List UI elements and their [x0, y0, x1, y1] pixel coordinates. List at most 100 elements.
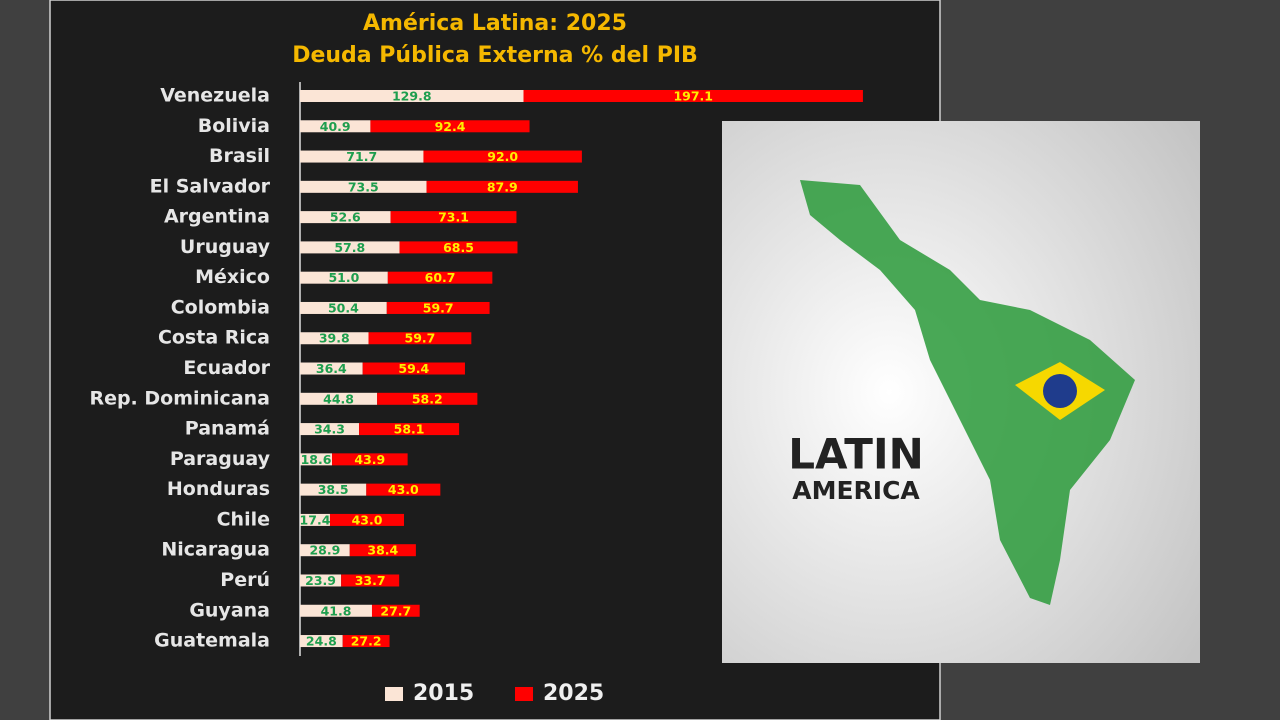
- bar-segment: [300, 392, 378, 405]
- category-label: Ecuador: [183, 357, 270, 379]
- bar-segment: [300, 90, 524, 102]
- bar-segment: [300, 150, 424, 163]
- category-label: Rep. Dominicana: [89, 387, 270, 409]
- legend-swatch: [515, 687, 533, 701]
- category-label: Perú: [220, 569, 270, 591]
- category-label: Panamá: [185, 418, 270, 440]
- value-label: 92.0: [487, 149, 518, 164]
- category-label: Honduras: [167, 478, 270, 500]
- legend-swatch: [385, 687, 403, 701]
- bar-segment: [300, 635, 343, 648]
- map-image: LATIN AMERICA: [722, 121, 1200, 663]
- bar-segment: [390, 211, 517, 224]
- value-label: 27.2: [351, 634, 382, 649]
- category-label: Costa Rica: [158, 327, 270, 349]
- bar-segment: [387, 271, 493, 284]
- value-label: 58.2: [412, 391, 443, 406]
- value-label: 34.3: [314, 422, 345, 437]
- bar-segment: [300, 180, 427, 193]
- value-label: 38.5: [318, 482, 349, 497]
- value-label: 36.4: [316, 361, 347, 376]
- bar-segment: [300, 301, 387, 314]
- bar-segment: [300, 211, 391, 224]
- bar-segment: [300, 271, 388, 284]
- bar-segment: [370, 120, 530, 133]
- bar-segment: [300, 604, 372, 617]
- value-label: 44.8: [323, 391, 354, 406]
- bar-segment: [300, 453, 333, 466]
- value-label: 129.8: [392, 89, 432, 104]
- bar-segment: [371, 604, 420, 617]
- value-label: 23.9: [305, 573, 336, 588]
- bar-segment: [399, 241, 518, 254]
- value-label: 71.7: [346, 149, 377, 164]
- bar-segment: [426, 180, 578, 193]
- bar-segment: [349, 544, 416, 557]
- value-label: 58.1: [394, 422, 425, 437]
- category-label: El Salvador: [150, 175, 271, 197]
- bar-segment: [300, 483, 367, 496]
- value-label: 52.6: [330, 210, 361, 225]
- bar-segment: [300, 513, 330, 526]
- value-label: 40.9: [320, 119, 351, 134]
- value-label: 197.1: [673, 89, 713, 104]
- value-label: 73.1: [438, 210, 469, 225]
- bar-segment: [300, 544, 350, 557]
- category-label: Guyana: [189, 599, 270, 621]
- value-label: 92.4: [435, 119, 466, 134]
- map-flag-globe: [1043, 374, 1077, 408]
- bar-segment: [523, 90, 863, 102]
- value-label: 68.5: [443, 240, 474, 255]
- bar-segment: [300, 423, 360, 436]
- category-label: Bolivia: [198, 115, 270, 137]
- value-label: 18.6: [301, 452, 332, 467]
- value-label: 51.0: [328, 270, 359, 285]
- bar-segment: [300, 241, 400, 254]
- bar-segment: [359, 423, 460, 436]
- value-label: 24.8: [306, 634, 337, 649]
- legend-label: 2025: [543, 681, 604, 706]
- bar-segment: [332, 453, 408, 466]
- value-label: 39.8: [319, 331, 350, 346]
- bar-segment: [342, 635, 390, 648]
- value-label: 27.7: [380, 603, 411, 618]
- value-label: 43.9: [354, 452, 385, 467]
- value-label: 28.9: [309, 543, 340, 558]
- bar-segment: [423, 150, 582, 163]
- bar-segment: [386, 301, 490, 314]
- value-label: 87.9: [487, 179, 518, 194]
- category-label: Brasil: [209, 145, 270, 167]
- bar-segment: [300, 574, 342, 587]
- value-label: 41.8: [321, 603, 352, 618]
- category-label: Colombia: [171, 296, 270, 318]
- bar-segment: [368, 332, 472, 345]
- value-label: 43.0: [388, 482, 419, 497]
- category-label: Venezuela: [160, 85, 270, 107]
- value-label: 43.0: [352, 512, 383, 527]
- bar-segment: [366, 483, 441, 496]
- category-label: Chile: [217, 508, 270, 530]
- value-label: 59.7: [423, 300, 454, 315]
- category-label: Paraguay: [170, 448, 271, 470]
- bar-segment: [300, 332, 369, 345]
- value-label: 50.4: [328, 300, 359, 315]
- category-label: Uruguay: [180, 236, 271, 258]
- value-label: 33.7: [355, 573, 386, 588]
- value-label: 59.4: [398, 361, 429, 376]
- category-label: Guatemala: [154, 630, 270, 652]
- value-label: 73.5: [348, 179, 379, 194]
- bar-segment: [300, 362, 363, 375]
- bar-segment: [329, 513, 405, 526]
- value-label: 17.4: [300, 512, 331, 527]
- category-label: México: [195, 266, 270, 288]
- bar-segment: [341, 574, 400, 587]
- value-label: 60.7: [425, 270, 456, 285]
- bar-segment: [300, 120, 371, 133]
- image-text: LATIN: [788, 430, 923, 479]
- chart-title: América Latina: 2025: [363, 11, 627, 36]
- value-label: 38.4: [367, 543, 398, 558]
- image-text: AMERICA: [792, 476, 920, 505]
- bar-segment: [362, 362, 465, 375]
- category-label: Argentina: [164, 206, 270, 228]
